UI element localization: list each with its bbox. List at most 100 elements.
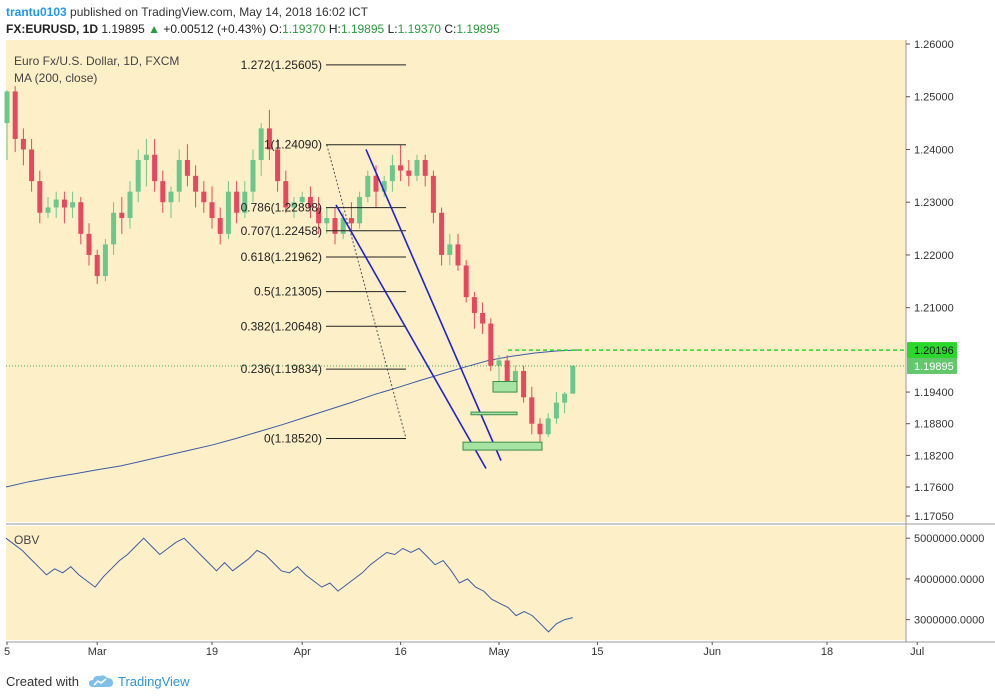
zone-rectangle[interactable] (470, 411, 518, 416)
candle-body[interactable] (299, 196, 305, 203)
candle-body[interactable] (127, 191, 133, 219)
candle-body[interactable] (61, 199, 67, 208)
candle-body[interactable] (357, 196, 363, 224)
legend-ma: MA (200, close) (14, 71, 97, 85)
candle-body[interactable] (70, 202, 76, 208)
candle-body[interactable] (324, 218, 330, 224)
candle-body[interactable] (340, 218, 346, 234)
time-tick-label: 5 (4, 646, 10, 658)
candle-body[interactable] (119, 212, 125, 219)
candle-body[interactable] (45, 207, 51, 213)
candle-body[interactable] (176, 160, 182, 192)
zone-rectangle[interactable] (492, 381, 518, 393)
candle-body[interactable] (545, 418, 551, 435)
candle-body[interactable] (275, 149, 281, 182)
candle-body[interactable] (529, 397, 535, 424)
candle-body[interactable] (4, 91, 10, 124)
candle-body[interactable] (217, 218, 223, 234)
price-tick-label: 1.18200 (914, 450, 954, 462)
candle-body[interactable] (225, 191, 231, 234)
candle-body[interactable] (307, 196, 313, 208)
candle-body[interactable] (521, 370, 527, 398)
candle-body[interactable] (496, 360, 502, 366)
candle-body[interactable] (504, 360, 510, 382)
candle-body[interactable] (365, 175, 371, 197)
channel-lower-line (335, 204, 487, 469)
obv-pane[interactable] (6, 526, 906, 640)
candle-body[interactable] (184, 160, 190, 176)
time-tick-label: May (489, 646, 510, 658)
candle-body[interactable] (152, 154, 158, 182)
high-label: H: (328, 22, 341, 36)
candle-body[interactable] (111, 212, 117, 245)
candle-body[interactable] (553, 402, 559, 419)
candle-body[interactable] (512, 370, 518, 382)
created-with-text: Created with (6, 674, 79, 689)
candle-body[interactable] (570, 365, 576, 394)
zone-rectangle[interactable] (462, 441, 543, 451)
candle-body[interactable] (398, 165, 404, 171)
price-tick-label: 1.17050 (914, 511, 954, 523)
candle-body[interactable] (86, 233, 92, 255)
candle-body[interactable] (201, 191, 207, 203)
author-link[interactable]: trantu0103 (6, 5, 67, 19)
candle-body[interactable] (316, 207, 322, 224)
candle-body[interactable] (143, 154, 149, 161)
candle-body[interactable] (283, 181, 289, 208)
candle-body[interactable] (488, 323, 494, 366)
candle-body[interactable] (480, 312, 486, 324)
candle-body[interactable] (389, 165, 395, 182)
open-label: O: (269, 22, 283, 36)
candle-body[interactable] (160, 181, 166, 203)
ma-200-line (5, 349, 581, 488)
candle-body[interactable] (537, 423, 543, 435)
close-value: 1.19895 (456, 22, 500, 36)
price-chart[interactable]: 1.272(1.25605) 1(1.24090) 0.786(1.22898) 0.… (0, 40, 995, 668)
candle-body[interactable] (78, 202, 84, 234)
level-price-label: 1.20196 (914, 345, 954, 357)
candle-body[interactable] (94, 254, 100, 277)
time-tick-label: Apr (294, 646, 311, 658)
candle-body[interactable] (209, 202, 215, 219)
candle-body[interactable] (20, 138, 26, 150)
candle-body[interactable] (414, 160, 420, 176)
fib-level-label: 0(1.18520) (264, 431, 322, 445)
fib-level-label: 1(1.24090) (264, 138, 322, 152)
candle-body[interactable] (455, 244, 461, 266)
candle-body[interactable] (234, 191, 240, 213)
candle-body[interactable] (430, 175, 436, 213)
candle-body[interactable] (168, 191, 174, 203)
price-axis-area[interactable] (906, 40, 995, 642)
candle-body[interactable] (53, 199, 59, 208)
candle-body[interactable] (332, 218, 338, 234)
candle-body[interactable] (447, 244, 453, 255)
candle-body[interactable] (12, 91, 18, 139)
candle-body[interactable] (135, 160, 141, 192)
symbol-name[interactable]: FX:EURUSD, 1D (6, 22, 99, 36)
candle-body[interactable] (422, 160, 428, 176)
candle-body[interactable] (406, 170, 412, 176)
candle-body[interactable] (250, 160, 256, 192)
candle-body[interactable] (471, 297, 477, 313)
candle-body[interactable] (348, 218, 354, 224)
time-tick-label: Jul (910, 646, 924, 658)
price-tick-label: 1.21000 (914, 303, 954, 315)
candle-body[interactable] (463, 265, 469, 298)
chart-header: trantu0103 published on TradingView.com,… (0, 0, 995, 40)
price-pane[interactable] (6, 40, 906, 522)
candle-body[interactable] (242, 191, 248, 213)
tradingview-link[interactable]: TradingView (118, 674, 190, 689)
candle-body[interactable] (193, 175, 199, 192)
candle-body[interactable] (562, 393, 568, 403)
candle-body[interactable] (37, 181, 43, 213)
candle-body[interactable] (102, 244, 108, 277)
candle-body[interactable] (291, 202, 297, 208)
candle-body[interactable] (266, 128, 272, 150)
last-price: 1.19895 (101, 22, 145, 36)
candle-body[interactable] (258, 128, 264, 161)
candle-body[interactable] (29, 149, 35, 182)
fib-level-label: 0.707(1.22458) (241, 224, 322, 238)
candle-body[interactable] (373, 175, 379, 192)
candle-body[interactable] (439, 212, 445, 255)
candle-body[interactable] (381, 181, 387, 192)
